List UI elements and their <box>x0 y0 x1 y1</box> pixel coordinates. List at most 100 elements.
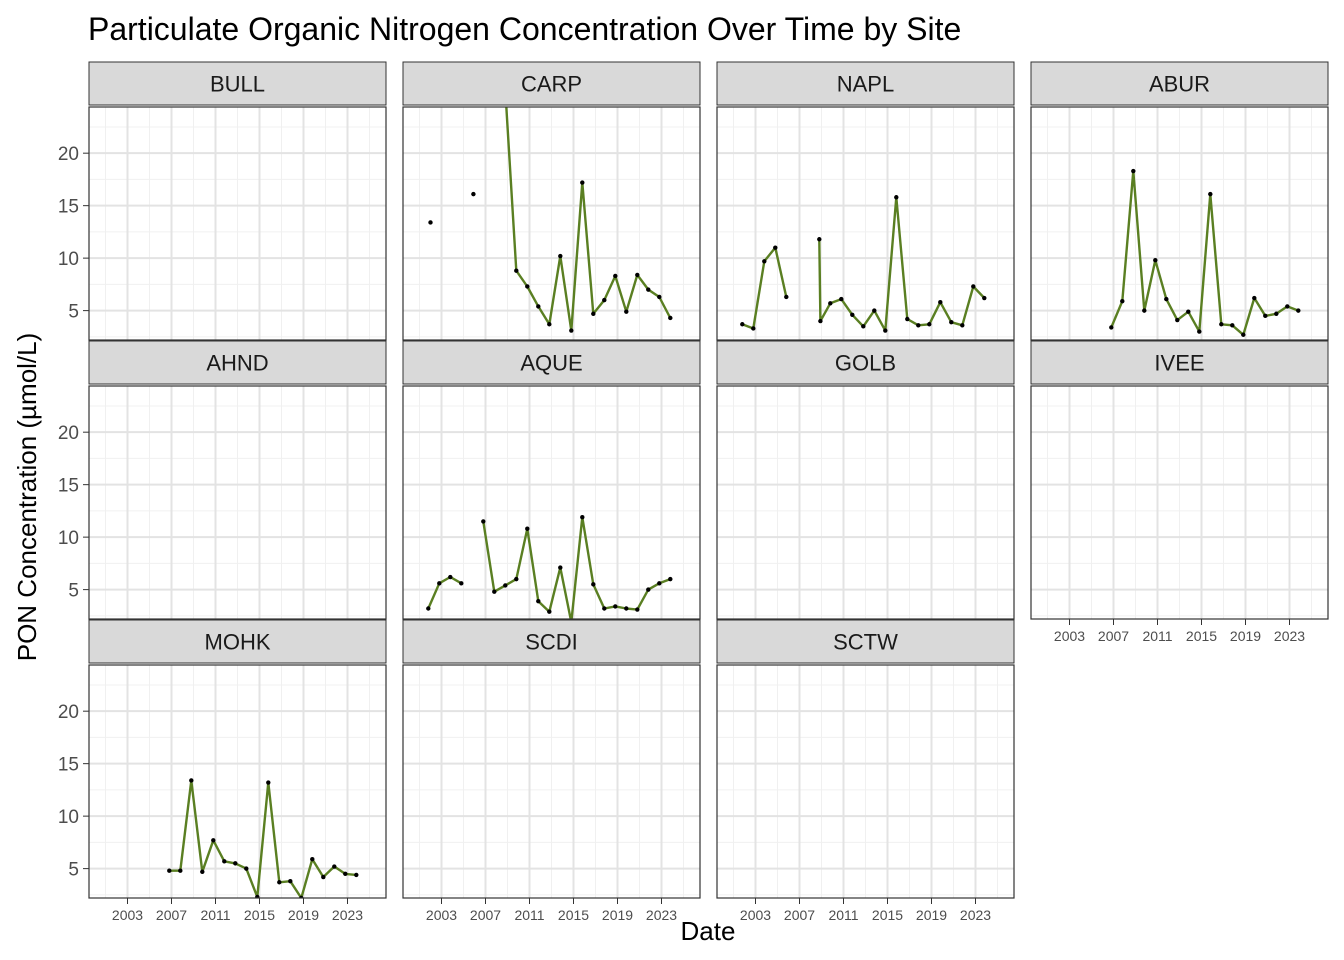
data-point <box>657 294 662 300</box>
x-tick-label: 2003 <box>740 907 771 923</box>
x-tick-label: 2003 <box>1054 628 1085 644</box>
data-point <box>1252 295 1257 301</box>
data-point <box>762 259 767 264</box>
data-point <box>828 301 833 306</box>
data-point <box>211 838 216 843</box>
panel-border <box>716 664 1015 899</box>
facet-panel-napl: NAPL <box>716 61 1015 341</box>
facet-strip <box>88 619 387 664</box>
data-point <box>343 871 348 877</box>
data-point <box>1197 329 1202 334</box>
x-tick-label: 2019 <box>288 907 319 923</box>
data-point <box>839 296 844 302</box>
y-tick-label: 5 <box>68 860 79 881</box>
facet-strip-label: CARP <box>521 72 582 97</box>
series-line <box>169 779 357 898</box>
facet-strip <box>716 340 1015 385</box>
facet-panel-mohk: MOHK 5 10 15 20 2003 2007 2011 2015 2019 2023 <box>58 619 387 923</box>
data-point <box>1230 323 1235 328</box>
data-point <box>894 195 899 200</box>
x-tick-label: 2019 <box>1230 628 1261 644</box>
facet-strip <box>88 340 387 385</box>
data-point <box>558 253 563 259</box>
data-point <box>255 894 260 898</box>
data-point <box>244 866 249 871</box>
data-point <box>1153 258 1158 263</box>
data-point <box>1263 313 1268 319</box>
y-tick-label: 10 <box>58 807 79 828</box>
data-point <box>1208 191 1213 197</box>
data-point <box>817 237 822 242</box>
facet-strip <box>88 61 387 106</box>
data-point <box>569 328 574 333</box>
data-point <box>1164 296 1169 302</box>
facet-strip <box>402 619 701 664</box>
facet-panel-abur: ABUR <box>1030 61 1329 341</box>
facet-strip-label: BULL <box>210 72 265 97</box>
facet-panel-golb: GOLB <box>716 340 1015 620</box>
data-point <box>178 868 183 873</box>
facet-strip-label: GOLB <box>835 351 896 376</box>
x-tick-label: 2015 <box>244 907 275 923</box>
data-point <box>525 526 530 531</box>
x-tick-label: 2015 <box>1186 628 1217 644</box>
y-tick-label: 15 <box>58 476 79 497</box>
data-point <box>872 308 877 313</box>
data-point <box>1219 322 1224 327</box>
panel-border <box>1030 385 1329 620</box>
y-axis-title: PON Concentration (µmol/L) <box>12 333 42 662</box>
data-point <box>850 312 855 318</box>
data-point <box>740 322 745 327</box>
data-point <box>657 581 662 586</box>
panel-border <box>716 106 1015 341</box>
x-tick-label: 2011 <box>1142 628 1172 644</box>
data-point <box>200 869 205 874</box>
y-tick-label: 20 <box>58 702 79 723</box>
facet-panel-sctw: SCTW 2003 2007 2011 2015 2019 2023 <box>716 619 1015 923</box>
data-point <box>773 245 778 250</box>
data-point <box>668 576 673 582</box>
x-tick-label: 2007 <box>784 907 815 923</box>
data-point <box>492 589 497 594</box>
data-point <box>1109 325 1114 330</box>
data-layer <box>428 107 673 333</box>
facet-strip-label: AHND <box>206 351 268 376</box>
x-tick-label: 2023 <box>646 907 677 923</box>
data-point <box>514 268 519 273</box>
data-point <box>751 326 756 331</box>
facet-strip <box>716 619 1015 664</box>
data-point <box>580 514 585 520</box>
facet-panel-carp: CARP <box>402 61 701 341</box>
data-point <box>189 778 194 783</box>
data-point <box>949 319 954 325</box>
data-point <box>861 324 866 329</box>
x-tick-label: 2003 <box>112 907 143 923</box>
data-point <box>354 872 359 878</box>
panel-border <box>402 106 701 341</box>
data-point <box>624 606 629 611</box>
facet-strip-label: SCDI <box>525 630 578 655</box>
data-point <box>514 576 519 582</box>
data-point <box>971 284 976 289</box>
y-tick-label: 10 <box>58 249 79 270</box>
panel-border <box>716 385 1015 620</box>
facet-panel-scdi: SCDI 2003 2007 2011 2015 2019 2023 <box>402 619 701 923</box>
x-tick-label: 2007 <box>156 907 187 923</box>
data-layer <box>740 195 987 333</box>
data-point <box>428 220 433 225</box>
data-point <box>481 519 486 524</box>
data-point <box>426 606 431 611</box>
data-point <box>883 328 888 333</box>
data-point <box>437 581 442 586</box>
x-tick-label: 2019 <box>916 907 947 923</box>
data-point <box>266 780 271 785</box>
data-point <box>624 309 629 314</box>
facet-strip-label: IVEE <box>1154 351 1204 376</box>
facet-strip-label: AQUE <box>520 351 582 376</box>
y-tick-label: 15 <box>58 755 79 776</box>
data-point <box>222 859 227 864</box>
x-tick-label: 2015 <box>872 907 903 923</box>
data-point <box>927 322 932 327</box>
facet-panel-aque: AQUE <box>402 340 701 620</box>
data-point <box>613 273 618 279</box>
